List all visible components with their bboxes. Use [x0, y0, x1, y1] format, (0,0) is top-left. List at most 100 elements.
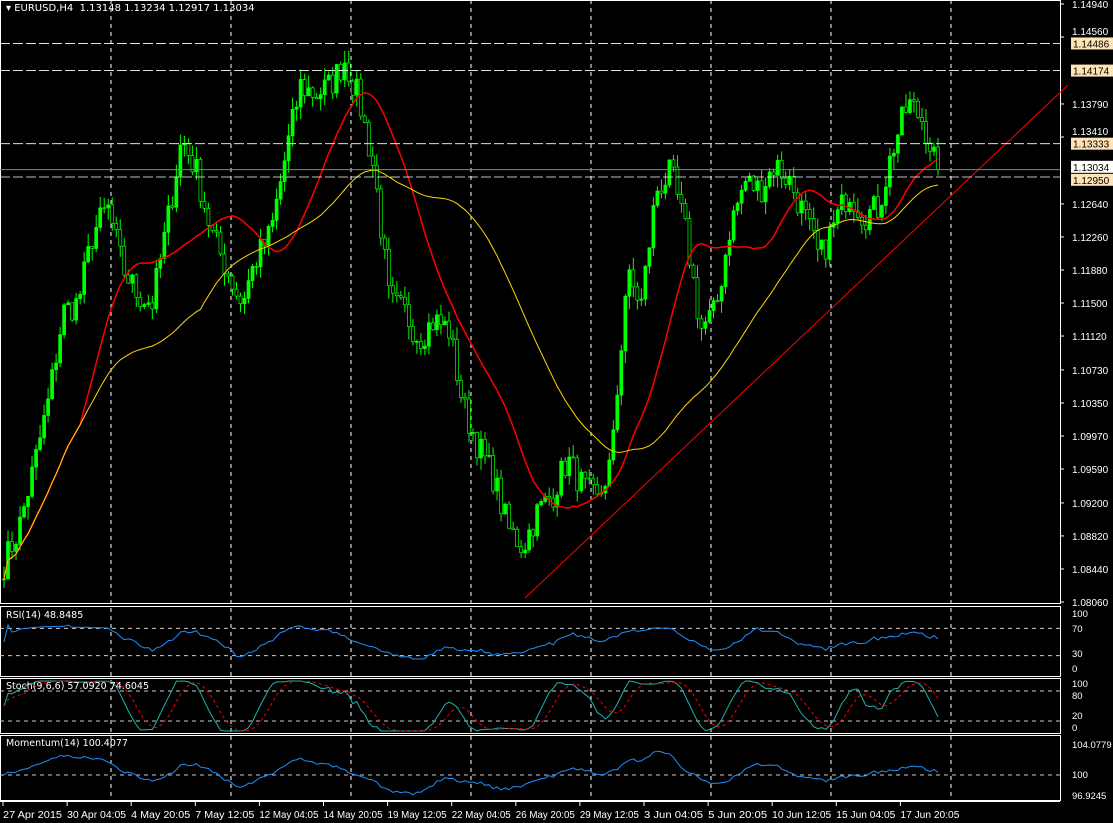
candle-body	[515, 529, 519, 548]
current-price-label: 1.13034	[1073, 163, 1110, 174]
candle-body	[242, 298, 247, 305]
candle-body	[667, 159, 672, 186]
candle-body	[731, 210, 736, 241]
candle-body	[815, 230, 820, 250]
candle-body	[511, 527, 515, 530]
candle-body	[102, 207, 107, 210]
rsi-label: RSI(14) 48.8485	[6, 610, 84, 621]
momentum-line	[3, 750, 939, 796]
candle-body	[411, 326, 415, 343]
candle-body	[775, 160, 780, 176]
candle-body	[587, 477, 592, 480]
candle-body	[238, 295, 243, 305]
candle-body	[868, 209, 872, 231]
chart-title: ▾ EURUSD,H4 1.13148 1.13234 1.12917 1.13…	[6, 3, 255, 14]
y-tick-label: 1.11120	[1072, 332, 1107, 343]
candle-body	[583, 471, 588, 479]
momentum-tick-label: 104.0779	[1072, 740, 1112, 751]
candle-body	[479, 438, 483, 459]
candle-body	[635, 286, 640, 301]
candle-body	[711, 300, 716, 311]
candle-body	[14, 544, 18, 552]
x-tick-label: 29 May 12:05	[580, 810, 639, 821]
candle-body	[130, 274, 135, 284]
candle-body	[451, 337, 455, 340]
candle-body	[427, 322, 431, 347]
y-tick-label: 1.08820	[1072, 532, 1109, 543]
candle-body	[623, 295, 628, 352]
candle-body	[563, 460, 568, 477]
candle-body	[302, 79, 307, 97]
candle-body	[843, 194, 848, 213]
y-tick-label: 1.12260	[1072, 233, 1109, 244]
candle-body	[378, 188, 383, 239]
candle-body	[78, 294, 83, 299]
x-tick-label: 15 Jun 04:05	[836, 810, 895, 821]
candle-body	[202, 200, 207, 209]
candle-body	[743, 180, 748, 191]
candle-body	[675, 166, 680, 195]
candle-body	[342, 62, 347, 81]
candle-body	[631, 269, 636, 288]
candle-body	[54, 362, 58, 371]
candle-body	[250, 265, 255, 281]
x-tick-label: 7 May 12:05	[195, 810, 254, 821]
candle-body	[803, 200, 808, 210]
candle-body	[178, 144, 183, 178]
y-tick-label: 1.08440	[1072, 565, 1109, 576]
y-tick-label: 1.11880	[1072, 266, 1108, 277]
y-tick-label: 1.14940	[1072, 0, 1109, 11]
candle-body	[643, 265, 648, 300]
candle-body	[439, 314, 443, 326]
open-value: 1.13148	[79, 3, 121, 14]
candle-body	[206, 207, 211, 226]
candle-body	[166, 205, 171, 233]
rsi-tick-label: 70	[1072, 624, 1083, 635]
y-tick-label: 1.13790	[1072, 100, 1109, 111]
x-tick-label: 5 Jun 20:05	[708, 810, 767, 821]
x-tick-label: 14 May 20:05	[324, 810, 383, 821]
x-tick-label: 30 Apr 04:05	[67, 810, 126, 821]
candle-body	[671, 159, 676, 168]
candle-body	[531, 529, 535, 537]
y-tick-label: 1.10350	[1072, 399, 1109, 410]
candle-body	[194, 159, 199, 173]
candle-body	[74, 298, 79, 321]
candle-body	[66, 302, 70, 306]
candle-body	[118, 229, 123, 247]
x-tick-label: 10 Jun 12:05	[772, 810, 831, 821]
candle-body	[138, 297, 143, 307]
ma-fast-line	[3, 92, 939, 580]
candle-body	[639, 298, 644, 301]
rsi-tick-label: 0	[1072, 664, 1077, 675]
candle-body	[459, 380, 463, 398]
candle-body	[527, 529, 531, 551]
candle-body	[559, 460, 564, 496]
candle-body	[651, 205, 656, 249]
candle-body	[110, 204, 115, 224]
candle-body	[819, 239, 824, 250]
candle-body	[366, 121, 371, 157]
momentum-tick-label: 100	[1072, 770, 1088, 781]
candle-body	[394, 292, 399, 296]
stoch-label: Stoch(9,6,6) 57.0920 74.6045	[6, 681, 150, 692]
candle-body	[727, 239, 732, 256]
candle-body	[699, 318, 704, 329]
current-price-bg	[1071, 160, 1113, 173]
candle-body	[908, 99, 912, 113]
candle-body	[823, 239, 828, 260]
candle-body	[892, 152, 896, 157]
candle-body	[82, 261, 87, 295]
candle-body	[695, 277, 700, 320]
candle-body	[114, 222, 119, 230]
candle-body	[571, 456, 576, 459]
candle-body	[647, 247, 652, 267]
candle-body	[679, 194, 684, 204]
candle-body	[222, 253, 227, 275]
y-tick-label: 1.14560	[1072, 27, 1109, 38]
candle-body	[398, 295, 403, 298]
candle-body	[863, 224, 868, 231]
candle-body	[350, 80, 355, 96]
level-label-bg	[1071, 37, 1113, 50]
